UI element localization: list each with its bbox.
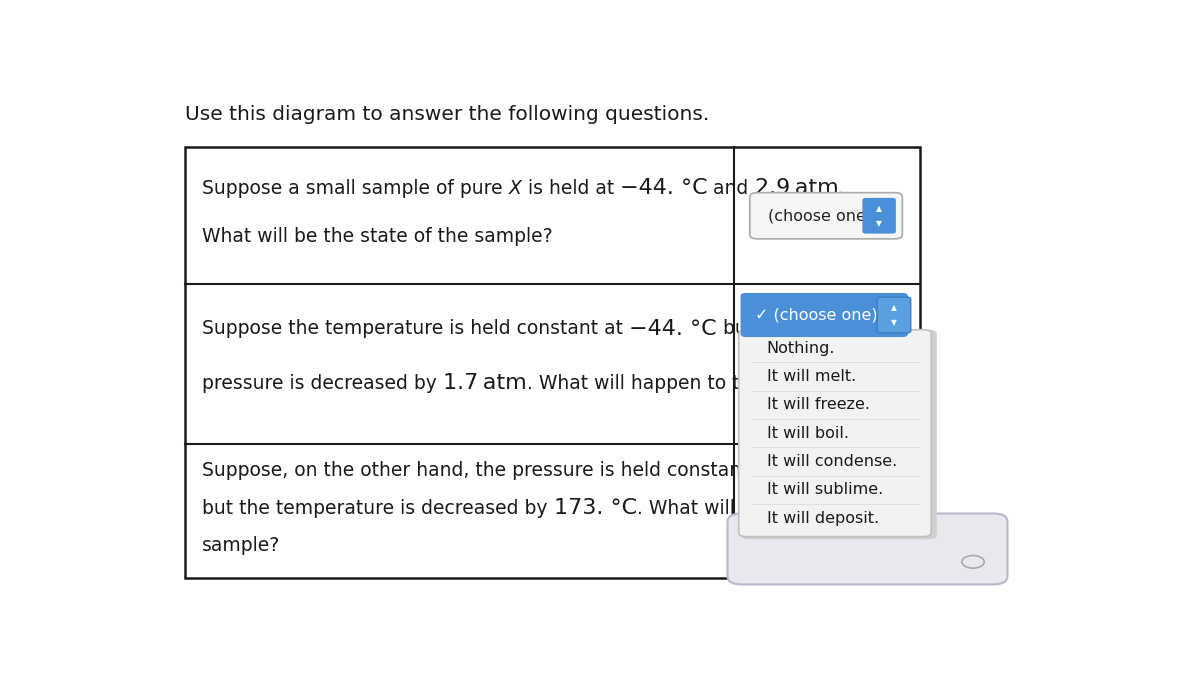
Text: is held at: is held at xyxy=(522,179,620,198)
FancyBboxPatch shape xyxy=(727,514,1008,584)
Text: pressure is decreased by: pressure is decreased by xyxy=(202,374,443,393)
FancyBboxPatch shape xyxy=(742,329,937,539)
Text: Suppose the temperature is held constant at: Suppose the temperature is held constant… xyxy=(202,319,629,338)
FancyBboxPatch shape xyxy=(750,467,902,514)
FancyBboxPatch shape xyxy=(739,329,931,537)
Text: −44. °C: −44. °C xyxy=(629,319,716,339)
Text: It will freeze.: It will freeze. xyxy=(767,398,870,413)
Text: What will be the state of the sample?: What will be the state of the sample? xyxy=(202,226,553,246)
Text: 2.9 atm: 2.9 atm xyxy=(780,461,863,481)
Text: ✓ (choose one): ✓ (choose one) xyxy=(756,308,878,323)
Text: (choose one): (choose one) xyxy=(768,483,872,498)
Text: It will melt.: It will melt. xyxy=(767,369,856,384)
Text: X: X xyxy=(509,179,522,198)
Text: ▲: ▲ xyxy=(876,478,882,487)
FancyBboxPatch shape xyxy=(863,472,896,508)
Text: −44. °C: −44. °C xyxy=(620,179,708,198)
Text: . What will happen to the sample?: . What will happen to the sample? xyxy=(527,374,847,393)
FancyBboxPatch shape xyxy=(877,297,911,333)
Text: .: . xyxy=(839,179,845,198)
FancyBboxPatch shape xyxy=(863,198,896,234)
Text: 2.9 atm: 2.9 atm xyxy=(755,179,839,198)
Text: ▼: ▼ xyxy=(876,219,882,228)
Text: ▲: ▲ xyxy=(876,204,882,213)
Text: 1.7 atm: 1.7 atm xyxy=(443,373,527,394)
Text: Nothing.: Nothing. xyxy=(767,340,835,355)
Text: 173. °C: 173. °C xyxy=(553,499,637,518)
Text: It will boil.: It will boil. xyxy=(767,426,848,441)
Text: but the temperature is decreased by: but the temperature is decreased by xyxy=(202,499,553,518)
Text: Suppose, on the other hand, the pressure is held constant at: Suppose, on the other hand, the pressure… xyxy=(202,462,780,480)
Text: It will deposit.: It will deposit. xyxy=(767,511,878,526)
Bar xyxy=(185,147,920,578)
Text: ▼: ▼ xyxy=(876,493,882,502)
FancyBboxPatch shape xyxy=(750,192,902,239)
Text: (choose one): (choose one) xyxy=(768,208,872,223)
Text: and: and xyxy=(708,179,755,198)
Text: ▼: ▼ xyxy=(892,318,896,327)
Text: sample?: sample? xyxy=(202,537,281,555)
Text: It will condense.: It will condense. xyxy=(767,454,896,469)
Text: Use this diagram to answer the following questions.: Use this diagram to answer the following… xyxy=(185,106,709,125)
Text: ▲: ▲ xyxy=(892,303,896,312)
Text: but the: but the xyxy=(716,319,791,338)
Text: Suppose a small sample of pure: Suppose a small sample of pure xyxy=(202,179,509,198)
FancyBboxPatch shape xyxy=(740,293,908,337)
Text: It will sublime.: It will sublime. xyxy=(767,482,883,497)
Text: . What will happen to the: . What will happen to the xyxy=(637,499,872,518)
